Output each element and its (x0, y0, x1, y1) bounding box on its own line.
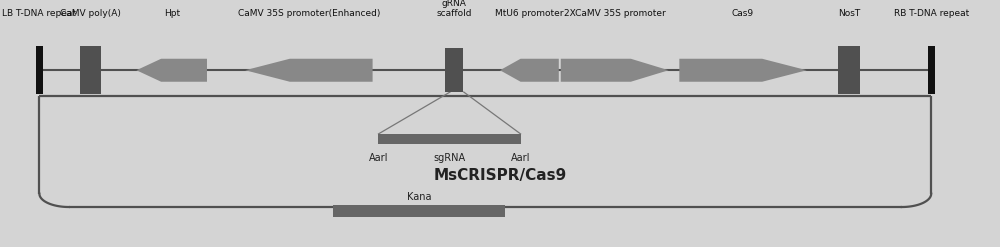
Bar (36, 46, 43, 94)
Text: RB T-DNA repeat: RB T-DNA repeat (894, 9, 969, 18)
Text: MtU6 promoter: MtU6 promoter (495, 9, 564, 18)
Bar (838, 46, 860, 94)
Text: CaMV poly(A): CaMV poly(A) (60, 9, 121, 18)
Text: Hpt: Hpt (164, 9, 180, 18)
Text: NosT: NosT (838, 9, 860, 18)
Text: Kana: Kana (407, 192, 431, 202)
Bar (80, 46, 101, 94)
Text: 2XCaMV 35S promoter: 2XCaMV 35S promoter (564, 9, 666, 18)
Polygon shape (136, 59, 207, 82)
Text: gRNA
scaffold: gRNA scaffold (436, 0, 472, 18)
Text: MsCRISPR/Cas9: MsCRISPR/Cas9 (433, 168, 567, 183)
Polygon shape (500, 59, 559, 82)
Text: Cas9: Cas9 (732, 9, 754, 18)
Bar (928, 46, 935, 94)
Bar (378, 134, 521, 144)
Text: sgRNA: sgRNA (433, 153, 465, 163)
Polygon shape (245, 59, 373, 82)
Text: CaMV 35S promoter(Enhanced): CaMV 35S promoter(Enhanced) (238, 9, 380, 18)
Polygon shape (679, 59, 807, 82)
Text: LB T-DNA repeat: LB T-DNA repeat (2, 9, 76, 18)
Text: AarI: AarI (369, 153, 388, 163)
Bar (445, 48, 463, 92)
Polygon shape (561, 59, 669, 82)
Text: AarI: AarI (511, 153, 530, 163)
Bar (333, 205, 505, 217)
